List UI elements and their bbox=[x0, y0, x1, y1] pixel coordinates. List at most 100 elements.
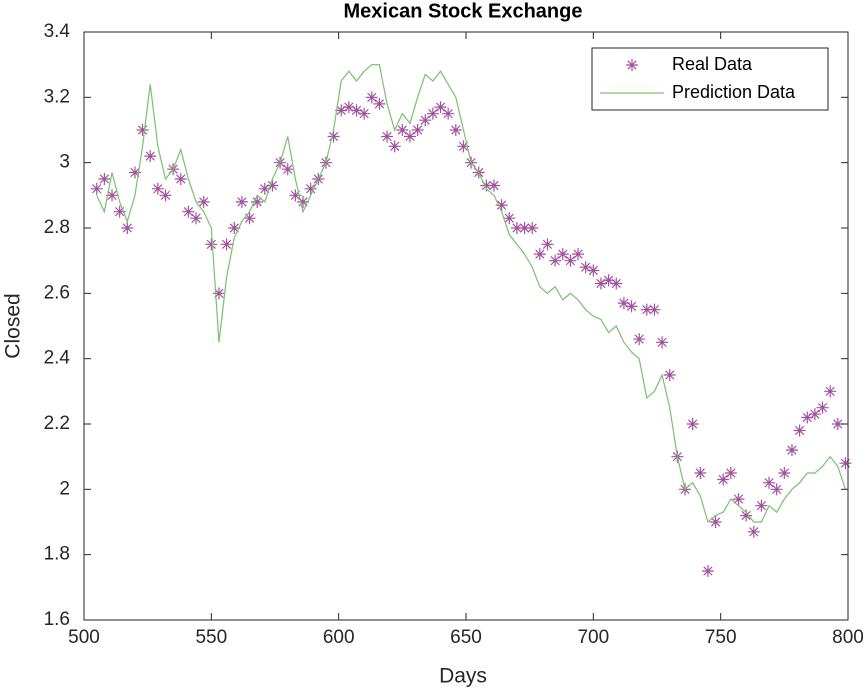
real-data-point bbox=[212, 287, 225, 300]
real-data-point bbox=[297, 195, 310, 208]
real-data-point bbox=[182, 205, 195, 218]
real-data-point bbox=[174, 173, 187, 185]
real-data-point bbox=[709, 516, 722, 528]
y-tick-label: 3 bbox=[59, 152, 70, 173]
y-axis-label: Closed bbox=[2, 293, 25, 358]
legend-label: Real Data bbox=[672, 54, 753, 74]
real-data-point bbox=[747, 525, 760, 538]
real-data-point bbox=[121, 222, 134, 234]
real-data-point bbox=[197, 195, 210, 208]
real-data-point bbox=[381, 130, 394, 143]
real-data-point bbox=[113, 205, 126, 218]
real-data-point bbox=[373, 97, 386, 110]
real-data-point bbox=[90, 182, 103, 195]
real-data-point bbox=[732, 493, 745, 506]
real-data-point bbox=[358, 107, 371, 120]
x-tick-label: 550 bbox=[195, 627, 227, 648]
real-data-point bbox=[411, 124, 424, 136]
real-data-point bbox=[656, 336, 669, 349]
y-tick-label: 2.2 bbox=[44, 413, 70, 434]
x-tick-label: 750 bbox=[705, 627, 737, 648]
real-data-point bbox=[793, 424, 806, 437]
real-data-point bbox=[663, 369, 676, 381]
real-data-point bbox=[350, 104, 363, 117]
real-data-point bbox=[526, 222, 539, 234]
real-data-point bbox=[701, 565, 714, 577]
real-data-point bbox=[220, 238, 233, 251]
y-tick-label: 2 bbox=[59, 478, 70, 499]
real-data-point bbox=[243, 212, 256, 225]
y-tick-label: 2.6 bbox=[44, 282, 70, 303]
y-tick-label: 1.8 bbox=[44, 544, 70, 565]
real-data-point bbox=[144, 150, 157, 163]
real-data-point bbox=[572, 248, 585, 261]
real-data-point bbox=[205, 238, 218, 251]
real-data-point bbox=[533, 248, 546, 261]
chart-title: Mexican Stock Exchange bbox=[344, 0, 583, 22]
y-tick-label: 3.4 bbox=[44, 21, 71, 42]
x-axis-label: Days bbox=[439, 665, 487, 688]
real-data-point bbox=[831, 418, 844, 430]
real-data-point bbox=[648, 303, 661, 316]
real-data-point bbox=[159, 189, 172, 202]
real-data-point bbox=[304, 182, 317, 195]
real-data-point bbox=[128, 166, 141, 179]
real-data-point bbox=[518, 222, 531, 234]
x-tick-label: 800 bbox=[832, 627, 864, 648]
real-data-point bbox=[717, 473, 730, 486]
real-data-point bbox=[289, 189, 302, 202]
real-data-point bbox=[724, 467, 737, 479]
real-data-point bbox=[396, 124, 409, 136]
real-data-point bbox=[763, 476, 776, 489]
real-data-point bbox=[602, 274, 615, 287]
real-data-point bbox=[740, 509, 753, 522]
real-data-point bbox=[617, 297, 630, 310]
prediction-line bbox=[96, 64, 847, 524]
real-data-point bbox=[190, 212, 203, 225]
real-data-point bbox=[816, 401, 829, 414]
x-tick-label: 700 bbox=[577, 627, 609, 648]
real-data-point bbox=[335, 104, 348, 117]
y-tick-label: 2.8 bbox=[44, 217, 70, 238]
real-data-point bbox=[449, 124, 462, 136]
real-data-point bbox=[106, 189, 119, 202]
real-data-point bbox=[442, 107, 455, 120]
real-data-point bbox=[755, 499, 768, 512]
real-data-point bbox=[640, 303, 653, 316]
real-data-point bbox=[495, 199, 508, 212]
y-tick-label: 1.6 bbox=[44, 609, 70, 630]
real-data-point bbox=[258, 182, 271, 195]
real-data-point bbox=[556, 248, 569, 261]
x-tick-label: 600 bbox=[323, 627, 355, 648]
real-data-point bbox=[266, 179, 279, 192]
legend-label: Prediction Data bbox=[672, 82, 796, 102]
real-data-point bbox=[785, 444, 798, 457]
x-tick-label: 500 bbox=[68, 627, 100, 648]
real-data-point bbox=[488, 179, 501, 192]
real-data-point bbox=[770, 483, 783, 496]
legend-box bbox=[591, 47, 829, 111]
real-data-point bbox=[808, 408, 821, 421]
real-data-point bbox=[327, 130, 340, 143]
real-data-point bbox=[235, 195, 248, 208]
real-data-point bbox=[480, 179, 493, 192]
real-data-point bbox=[610, 277, 623, 290]
real-data-point bbox=[403, 130, 416, 143]
real-data-point bbox=[564, 254, 577, 267]
real-data-point bbox=[365, 91, 378, 104]
real-data-point bbox=[434, 101, 447, 114]
real-data-point bbox=[136, 124, 149, 136]
real-data-point bbox=[228, 222, 241, 234]
real-data-point bbox=[824, 385, 837, 398]
real-data-point bbox=[587, 264, 600, 277]
real-data-point bbox=[839, 457, 852, 470]
real-data-point bbox=[625, 300, 638, 313]
real-data-point bbox=[503, 212, 516, 225]
legend-marker bbox=[626, 59, 638, 71]
real-data-point bbox=[633, 333, 646, 346]
real-data-point bbox=[594, 277, 607, 290]
real-data-point bbox=[801, 411, 814, 424]
real-data-point bbox=[686, 418, 699, 430]
y-tick-label: 3.2 bbox=[44, 86, 70, 107]
